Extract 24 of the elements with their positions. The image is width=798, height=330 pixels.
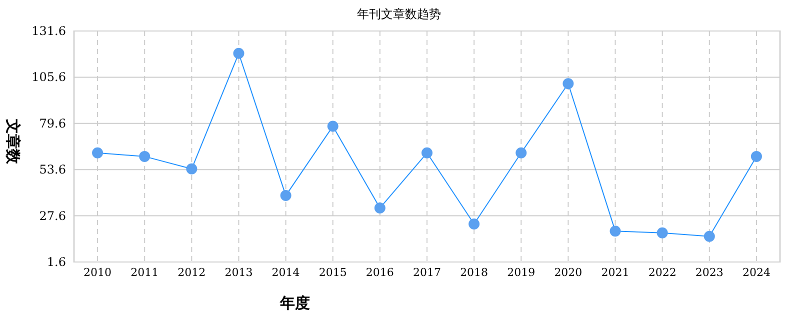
x-tick-label: 2011 [130, 266, 159, 279]
y-tick-label: 27.6 [39, 208, 66, 223]
x-tick-label: 2024 [742, 266, 770, 279]
y-tick-label: 79.6 [39, 116, 66, 130]
x-tick-label: 2015 [318, 266, 347, 279]
x-tick-label: 2022 [648, 266, 676, 279]
x-tick-label: 2019 [507, 266, 536, 279]
x-tick-label: 2016 [366, 266, 394, 279]
y-tick-label: 105.6 [32, 70, 66, 84]
y-tick-label: 53.6 [39, 162, 66, 177]
x-tick-label: 2012 [178, 266, 206, 279]
x-tick-label: 2014 [272, 266, 300, 279]
x-tick-label: 2017 [413, 266, 441, 279]
x-tick-label: 2013 [224, 266, 253, 279]
x-axis-title: 年度 [279, 294, 310, 312]
x-tick-label: 2023 [695, 266, 724, 279]
y-tick-label: 1.6 [46, 255, 66, 269]
x-tick-label: 2021 [601, 266, 630, 279]
x-tick-label: 2018 [460, 266, 488, 279]
x-tick-label: 2010 [84, 266, 112, 279]
x-tick-label: 2020 [554, 266, 582, 279]
y-tick-label: 131.6 [32, 24, 66, 38]
chart-title: 年刊文章数趋势 [357, 7, 441, 21]
y-axis-title: 文章数 [4, 118, 22, 165]
